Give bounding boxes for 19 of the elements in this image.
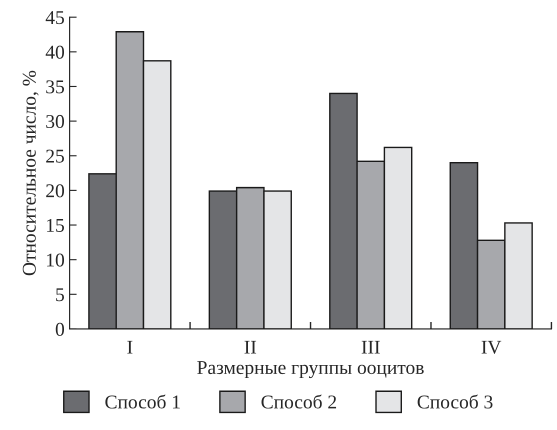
x-tick-label: III [362,340,380,354]
x-tick-label: IV [482,340,502,354]
x-axis-title: Размерные группы ооцитов [197,361,424,378]
y-tick-label: 40 [46,46,64,59]
legend-label: Способ 1 [105,394,180,409]
y-tick-label: 30 [46,114,64,128]
y-tick-label: 35 [46,80,64,94]
x-tick-label: II [244,340,256,354]
y-tick-label: 15 [47,218,64,232]
legend-label: Способ 3 [418,394,492,409]
legend-label: Способ 2 [262,394,336,409]
y-tick-label: 5 [56,288,64,302]
y-tick-label: 20 [46,184,64,198]
y-tick-label: 45 [46,11,64,24]
y-tick-label: 0 [56,322,64,336]
y-tick-label: 10 [47,253,64,267]
y-tick-label: 25 [46,150,64,163]
x-tick-label: I [127,340,132,354]
y-axis-title: Относительное число, % [22,70,39,276]
